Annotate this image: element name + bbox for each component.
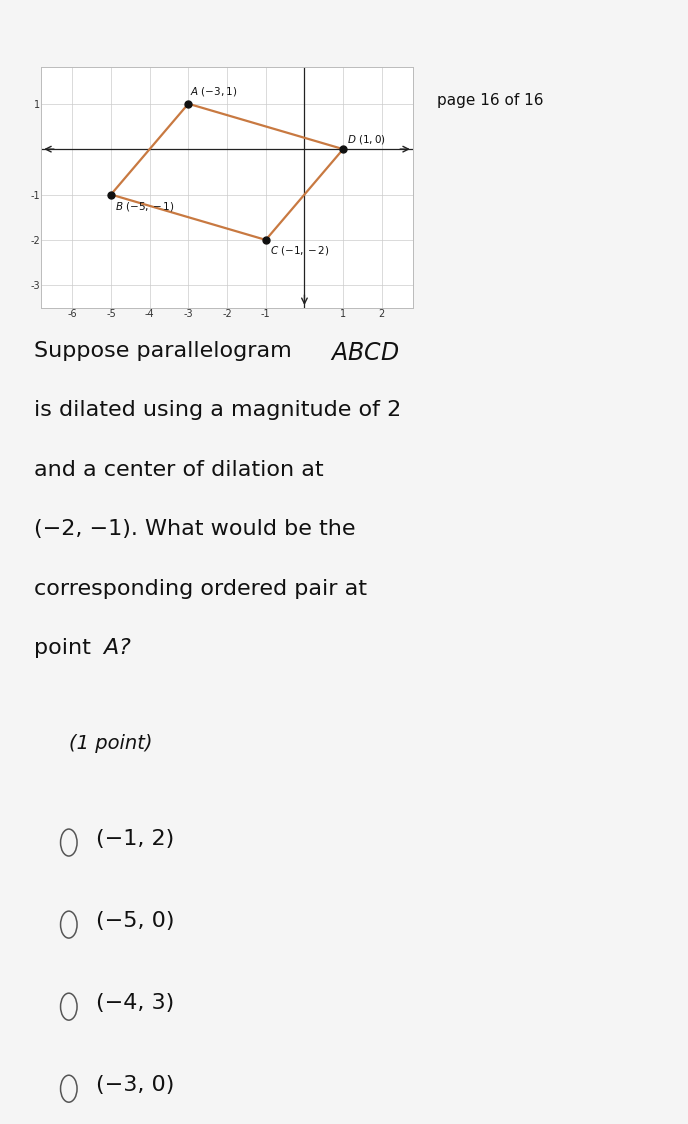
Text: corresponding ordered pair at: corresponding ordered pair at: [34, 579, 367, 599]
Text: $A$ $(-3,1)$: $A$ $(-3,1)$: [191, 85, 237, 98]
Text: point: point: [34, 638, 98, 659]
Text: (−2, −1). What would be the: (−2, −1). What would be the: [34, 519, 356, 540]
Text: (1 point): (1 point): [69, 734, 152, 753]
Text: $B$ $(-5,-1)$: $B$ $(-5,-1)$: [115, 200, 174, 212]
Text: $C$ $(-1,-2)$: $C$ $(-1,-2)$: [270, 244, 330, 257]
Text: (−3, 0): (−3, 0): [96, 1076, 175, 1095]
Text: Suppose parallelogram: Suppose parallelogram: [34, 341, 299, 361]
Text: (−4, 3): (−4, 3): [96, 994, 175, 1013]
Text: $ABCD$: $ABCD$: [330, 341, 400, 364]
Text: and a center of dilation at: and a center of dilation at: [34, 460, 324, 480]
Text: $A$?: $A$?: [102, 638, 131, 659]
Text: (−5, 0): (−5, 0): [96, 912, 175, 931]
Text: $D$ $(1,0)$: $D$ $(1,0)$: [347, 133, 386, 145]
Text: page 16 of 16: page 16 of 16: [437, 93, 544, 108]
Text: is dilated using a magnitude of 2: is dilated using a magnitude of 2: [34, 400, 402, 420]
Text: (−1, 2): (−1, 2): [96, 830, 175, 849]
